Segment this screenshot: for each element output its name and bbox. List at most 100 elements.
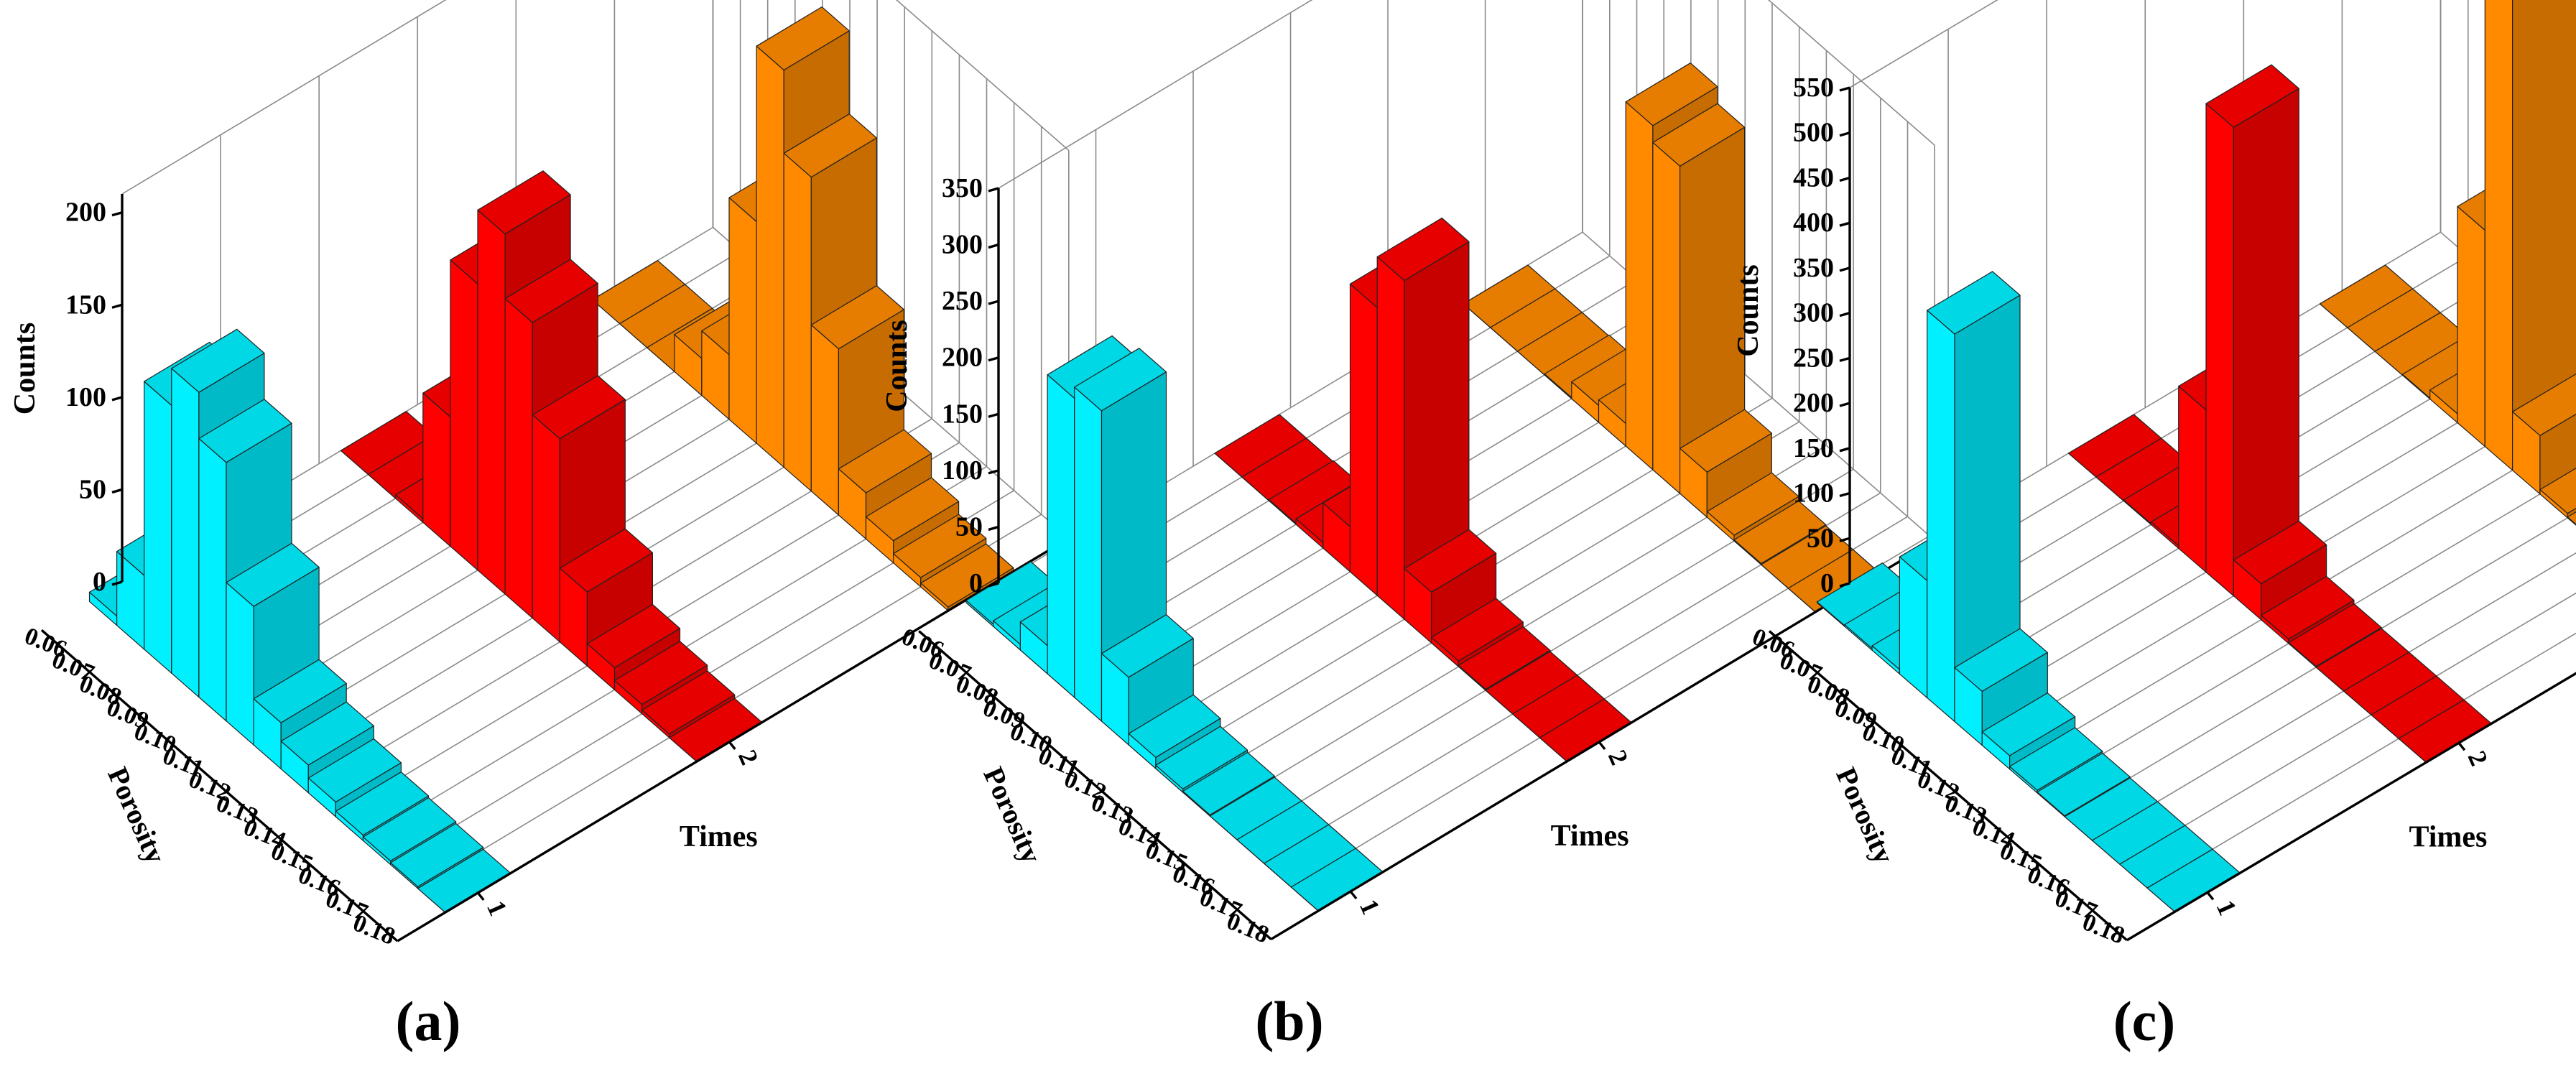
- z-tick-label: 350: [942, 173, 983, 203]
- bar-face-top: [198, 399, 292, 463]
- z-tick: [1839, 537, 1850, 542]
- bar-face-top: [2233, 520, 2327, 585]
- bar-face-top: [892, 514, 987, 578]
- z-tick: [1839, 221, 1850, 227]
- floor-grid-line: [2097, 511, 2576, 798]
- z-tick: [1839, 447, 1850, 453]
- z-axis-title: Counts: [9, 323, 42, 414]
- bar-face-front: [2484, 0, 2514, 471]
- times-tick: [1349, 890, 1358, 900]
- bar-face-top: [1954, 628, 2048, 692]
- bar-face-front: [504, 298, 533, 619]
- z-tick-label: 150: [1793, 433, 1834, 463]
- bar-face-top: [2205, 64, 2299, 128]
- porosity-tick-label: 0.18: [349, 909, 399, 950]
- floor-grid-line: [2151, 592, 2576, 845]
- times-axis-title: Times: [1551, 820, 1629, 853]
- z-tick-label: 550: [1793, 73, 1834, 103]
- bar-face-top: [477, 170, 571, 235]
- z-tick: [1839, 266, 1850, 272]
- bar-face-front: [1047, 374, 1075, 698]
- z-tick: [1839, 131, 1850, 137]
- bar-face-top: [1927, 271, 2021, 335]
- bar-face-front: [1899, 556, 1928, 699]
- bars: [88, 6, 1014, 913]
- z-tick-label: 250: [1793, 343, 1834, 373]
- bar-face-top: [171, 328, 265, 393]
- z-tick-label: 500: [1793, 118, 1834, 148]
- times-tick-label: 1: [1354, 895, 1386, 919]
- porosity-axis: [918, 630, 1272, 940]
- bar-face-front: [1376, 256, 1405, 620]
- z-tick-label: 50: [955, 511, 983, 542]
- bar-face-top: [1680, 409, 1772, 473]
- bar-2-0.11: [2205, 64, 2299, 597]
- bar-face-front: [2457, 205, 2485, 448]
- bar-face-front: [1625, 101, 1654, 471]
- bar-face-top: [1101, 614, 1194, 678]
- bar-face-top: [389, 822, 484, 887]
- z-tick-label: 150: [942, 399, 983, 429]
- bar-face-front: [2205, 103, 2234, 597]
- z-tick-label: 300: [1793, 298, 1834, 328]
- z-tick-label: 350: [1793, 253, 1834, 283]
- bar-face-front: [2178, 385, 2207, 573]
- bar-2-0.12: [1376, 217, 1470, 620]
- bar-face-top: [1625, 62, 1718, 126]
- bars: [1816, 0, 2576, 912]
- porosity-axis-title: Porosity: [1830, 762, 1901, 868]
- z-tick-label: 50: [79, 474, 106, 504]
- bar-face-front: [1652, 142, 1681, 494]
- z-tick-label: 150: [65, 289, 106, 320]
- z-tick: [1839, 491, 1850, 498]
- z-tick: [988, 243, 999, 249]
- bar-face-top: [226, 542, 320, 607]
- z-tick: [988, 356, 999, 362]
- bar-face-top: [504, 259, 598, 323]
- bar-face-top: [838, 429, 932, 493]
- bar-face-top: [1981, 692, 2076, 756]
- porosity-axis: [40, 629, 399, 942]
- z-tick-label: 250: [942, 286, 983, 316]
- bar-face-front: [728, 197, 757, 444]
- bar-face-top: [532, 375, 626, 440]
- bar-3-0.13: [2512, 373, 2576, 495]
- z-tick: [1839, 176, 1850, 182]
- floor-grid-line: [2124, 552, 2576, 822]
- z-tick: [1839, 582, 1850, 588]
- bar-face-top: [1458, 626, 1551, 690]
- porosity-tick-label: 0.18: [2079, 909, 2128, 950]
- z-tick-label: 200: [942, 343, 983, 373]
- bar-face-top: [307, 738, 402, 803]
- bar-face-top: [1376, 217, 1470, 282]
- bar-face-front: [198, 437, 227, 722]
- bar-face-top: [783, 113, 877, 178]
- z-tick-label: 100: [942, 455, 983, 486]
- subplot-label-b: (b): [1255, 990, 1323, 1052]
- z-tick: [111, 488, 123, 494]
- bar-face-top: [613, 641, 708, 705]
- z-tick-label: 50: [1807, 523, 1834, 553]
- bar-2-0.13: [1404, 529, 1497, 644]
- z-axis-title: Counts: [1732, 264, 1765, 356]
- z-tick-label: 0: [93, 567, 106, 597]
- times-tick-label: 1: [481, 896, 513, 920]
- bar-1-0.10: [198, 399, 292, 722]
- bar-face-front: [422, 392, 451, 547]
- bar-face-front: [171, 368, 200, 698]
- porosity-axis-title: Porosity: [977, 762, 1048, 868]
- bar-face-front: [1927, 310, 1955, 723]
- bar-face-side: [2233, 88, 2299, 597]
- z-tick-label: 200: [1793, 388, 1834, 418]
- chart-panel-b: 0501001502002503003500.060.070.080.090.1…: [881, 0, 1936, 949]
- z-tick: [1839, 356, 1850, 362]
- bar-face-top: [335, 771, 430, 836]
- bar-face-top: [810, 285, 905, 350]
- bar-face-top: [1128, 694, 1221, 758]
- times-tick-label: 1: [2211, 896, 2243, 919]
- bar-face-front: [532, 414, 560, 643]
- bar-face-top: [2009, 727, 2103, 791]
- wall-top-edge: [1849, 0, 1998, 88]
- bar-3-0.12: [2484, 0, 2576, 471]
- chart-panel-a: 0501001502000.060.070.080.090.100.110.12…: [9, 0, 1070, 950]
